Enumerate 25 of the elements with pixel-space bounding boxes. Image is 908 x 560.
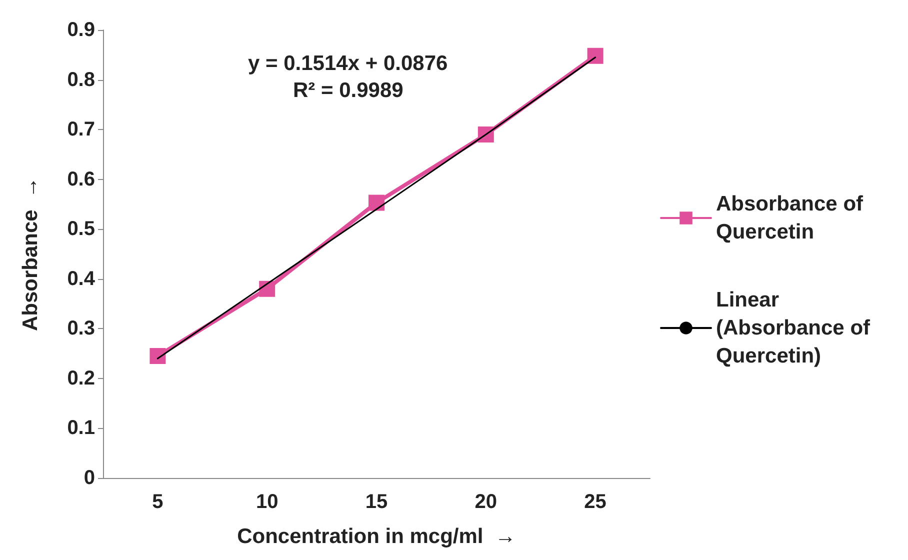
y-tick-label: 0.4 <box>67 268 96 290</box>
x-tick-label: 15 <box>365 491 388 513</box>
legend-label: Absorbance of Quercetin <box>716 192 869 244</box>
point <box>368 194 384 211</box>
point <box>259 280 276 297</box>
y-axis-title: Absorbance → <box>19 176 42 332</box>
legend-label: Linear (Absorbance of Quercetin) <box>716 288 876 368</box>
x-tick-label: 5 <box>152 491 164 513</box>
annotation: y = 0.1514x + 0.0876 <box>248 52 448 75</box>
annotation: R² = 0.9989 <box>292 79 404 102</box>
y-tick-label: 0.6 <box>67 168 95 190</box>
y-tick-label: 0.1 <box>67 417 95 440</box>
x-axis-title: Concentration in mcg/ml → <box>237 525 516 548</box>
x-tick-label: 20 <box>474 491 498 513</box>
y-tick-label: 0.9 <box>67 19 95 41</box>
y-tick-label: 0 <box>84 467 95 489</box>
y-tick-label: 0.8 <box>67 68 95 91</box>
y-tick-label: 0.7 <box>67 118 95 141</box>
y-tick-label: 0.3 <box>67 318 95 340</box>
x-tick-label: 25 <box>584 491 606 513</box>
y-tick-label: 0.2 <box>67 367 95 390</box>
point <box>587 48 604 64</box>
point <box>150 348 166 364</box>
y-tick-label: 0.5 <box>67 218 95 240</box>
x-tick-label: 10 <box>256 491 278 513</box>
